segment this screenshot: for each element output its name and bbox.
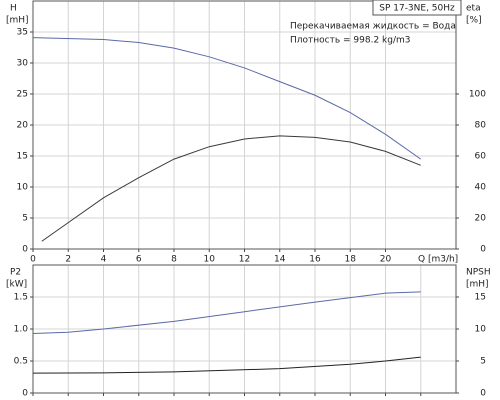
title-box	[372, 0, 462, 16]
plot-frame	[32, 264, 457, 394]
y-axis-unit: [kW]	[6, 280, 27, 290]
x-tick-label: 14	[274, 255, 286, 265]
y-tick-label: 0.5	[14, 357, 28, 367]
x-tick-label: 4	[101, 255, 107, 265]
y2-tick-label: 10	[475, 325, 487, 335]
y2-axis-label: NPSH	[466, 268, 491, 278]
x-tick-label: 0	[30, 255, 36, 265]
x-tick-label: 16	[309, 255, 321, 265]
annotation: Плотность = 998.2 kg/m3	[290, 36, 411, 46]
y-tick-label: 0	[22, 245, 28, 255]
y2-tick-label: 100	[469, 90, 486, 100]
y-tick-label: 30	[17, 59, 29, 69]
y2-axis-unit: [%]	[466, 16, 482, 26]
annotation: Перекачиваемая жидкость = Вода	[290, 22, 456, 32]
chart-title: SP 17-3NE, 50Hz	[379, 4, 455, 14]
x-tick-label: 8	[171, 255, 177, 265]
series-line	[32, 37, 422, 160]
y-tick-label: 5	[22, 214, 28, 224]
series-line	[32, 356, 421, 374]
y-axis-label: P2	[10, 268, 21, 278]
x-tick-label: 12	[239, 255, 250, 265]
y2-tick-label: 0	[480, 245, 486, 255]
y-tick-label: 15	[17, 152, 28, 162]
x-tick-label: 2	[65, 255, 71, 265]
y-tick-label: 10	[17, 183, 29, 193]
y2-axis-label: eta	[466, 4, 481, 14]
plot-frame	[32, 0, 457, 250]
x-tick-label: 18	[345, 255, 357, 265]
x-tick-label: 20	[380, 255, 392, 265]
x-tick-label: 6	[136, 255, 142, 265]
y-tick-label: 1.5	[14, 293, 28, 303]
y2-axis-unit: [mH]	[466, 280, 489, 290]
y-tick-label: 1.0	[14, 325, 29, 335]
series-line	[32, 291, 421, 334]
y2-tick-label: 20	[475, 214, 487, 224]
series-line	[41, 135, 421, 242]
x-tick-label: 10	[204, 255, 216, 265]
y-tick-label: 35	[17, 28, 28, 38]
y2-tick-label: 80	[475, 121, 487, 131]
y-axis-label: H	[10, 4, 17, 14]
y-axis-unit: [mH]	[6, 16, 29, 26]
y2-tick-label: 15	[475, 293, 486, 303]
y-tick-label: 0	[22, 389, 28, 399]
y2-tick-label: 60	[475, 152, 487, 162]
y2-tick-label: 5	[480, 357, 486, 367]
y2-tick-label: 0	[480, 389, 486, 399]
x-axis-label: Q [m3/h]	[418, 255, 458, 265]
y-tick-label: 20	[17, 121, 29, 131]
y2-tick-label: 40	[475, 183, 487, 193]
y-tick-label: 25	[17, 90, 28, 100]
